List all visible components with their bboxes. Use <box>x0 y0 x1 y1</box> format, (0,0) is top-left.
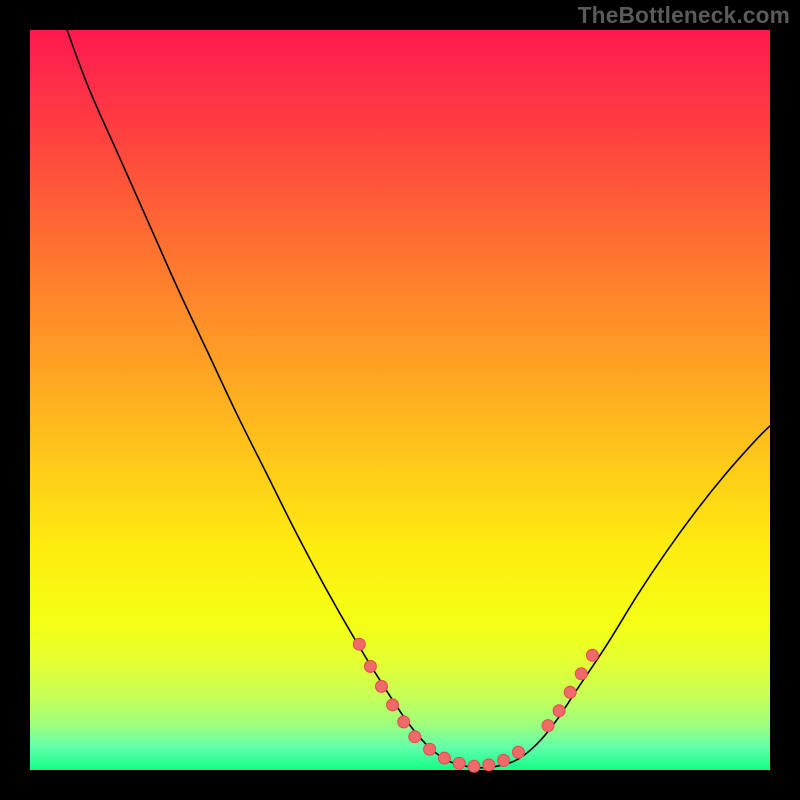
curve-marker <box>542 720 554 732</box>
curve-marker <box>586 649 598 661</box>
curve-marker <box>512 746 524 758</box>
bottleneck-curve <box>67 30 770 768</box>
watermark-label: TheBottleneck.com <box>578 2 790 29</box>
curve-marker <box>575 668 587 680</box>
plot-region <box>30 30 770 770</box>
curve-marker <box>498 754 510 766</box>
marker-group <box>353 638 598 772</box>
curve-marker <box>364 660 376 672</box>
curve-marker <box>468 760 480 772</box>
curve-marker <box>376 680 388 692</box>
curve-marker <box>453 757 465 769</box>
curve-marker <box>387 699 399 711</box>
curve-marker <box>398 716 410 728</box>
curve-marker <box>564 686 576 698</box>
curve-marker <box>424 743 436 755</box>
curve-marker <box>483 759 495 771</box>
curve-marker <box>553 705 565 717</box>
curve-layer <box>30 30 770 770</box>
curve-marker <box>353 638 365 650</box>
chart-frame: TheBottleneck.com <box>0 0 800 800</box>
curve-marker <box>438 752 450 764</box>
curve-marker <box>409 731 421 743</box>
